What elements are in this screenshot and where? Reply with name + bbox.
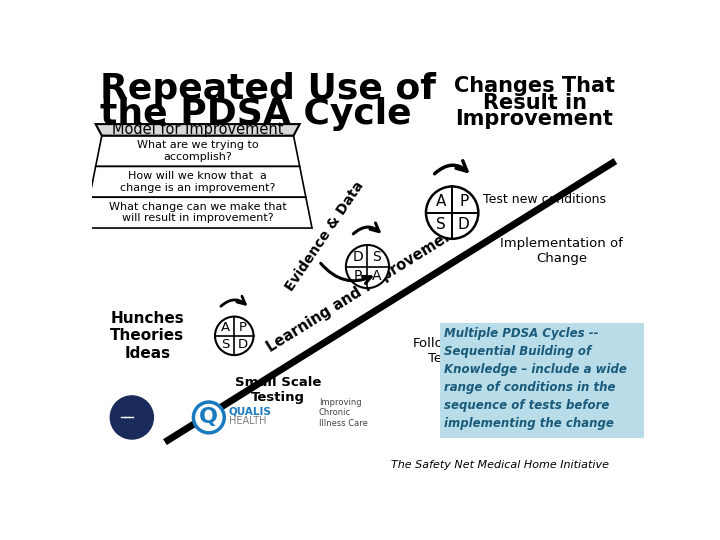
Text: Implementation of
Change: Implementation of Change bbox=[500, 237, 623, 265]
Text: A: A bbox=[436, 194, 446, 208]
Text: Model for Improvement: Model for Improvement bbox=[112, 123, 284, 137]
Text: Multiple PDSA Cycles --
Sequential Building of
Knowledge – include a wide
range : Multiple PDSA Cycles -- Sequential Build… bbox=[444, 327, 627, 430]
Polygon shape bbox=[84, 197, 312, 228]
Circle shape bbox=[346, 245, 389, 288]
Text: S: S bbox=[222, 338, 230, 351]
Text: Test new conditions: Test new conditions bbox=[483, 193, 606, 206]
Text: The Safety Net Medical Home Initiative: The Safety Net Medical Home Initiative bbox=[391, 460, 609, 470]
Text: What change can we make that
will result in improvement?: What change can we make that will result… bbox=[109, 202, 287, 224]
FancyArrowPatch shape bbox=[320, 264, 371, 284]
Text: Result in: Result in bbox=[482, 92, 587, 112]
Text: Small Scale
Testing: Small Scale Testing bbox=[235, 376, 321, 404]
Text: A: A bbox=[221, 321, 230, 334]
Text: Follow-up
Tests: Follow-up Tests bbox=[413, 338, 476, 365]
Text: A: A bbox=[372, 269, 382, 283]
Text: P: P bbox=[354, 269, 362, 283]
Circle shape bbox=[215, 316, 253, 355]
Text: D: D bbox=[238, 338, 248, 351]
Polygon shape bbox=[89, 166, 306, 197]
FancyBboxPatch shape bbox=[440, 323, 644, 438]
Text: Repeated Use of: Repeated Use of bbox=[99, 72, 436, 106]
FancyArrowPatch shape bbox=[354, 223, 379, 234]
FancyArrowPatch shape bbox=[221, 296, 246, 306]
Text: D: D bbox=[458, 217, 469, 232]
Text: the PDSA Cycle: the PDSA Cycle bbox=[99, 97, 411, 131]
Circle shape bbox=[194, 402, 224, 433]
Text: Q: Q bbox=[199, 408, 218, 428]
Text: Learning and Improvement: Learning and Improvement bbox=[264, 223, 462, 355]
Circle shape bbox=[426, 186, 478, 239]
Text: P: P bbox=[459, 194, 468, 208]
Text: S: S bbox=[372, 250, 382, 264]
Text: Improvement: Improvement bbox=[456, 110, 613, 130]
FancyArrowPatch shape bbox=[435, 161, 467, 174]
Text: How will we know that  a
change is an improvement?: How will we know that a change is an imp… bbox=[120, 171, 275, 193]
Text: Hunches
Theories
Ideas: Hunches Theories Ideas bbox=[110, 311, 184, 361]
Polygon shape bbox=[96, 124, 300, 136]
Text: P: P bbox=[239, 321, 247, 334]
Text: Evidence & Data: Evidence & Data bbox=[282, 178, 366, 293]
Circle shape bbox=[110, 396, 153, 439]
Text: What are we trying to
accomplish?: What are we trying to accomplish? bbox=[137, 140, 258, 162]
Text: QUALIS: QUALIS bbox=[229, 406, 271, 416]
Text: HEALTH: HEALTH bbox=[229, 416, 266, 426]
Text: D: D bbox=[353, 250, 364, 264]
Polygon shape bbox=[96, 136, 300, 166]
Text: S: S bbox=[436, 217, 446, 232]
Text: Changes That: Changes That bbox=[454, 76, 615, 96]
Text: Improving
Chronic
Illness Care: Improving Chronic Illness Care bbox=[319, 398, 368, 428]
